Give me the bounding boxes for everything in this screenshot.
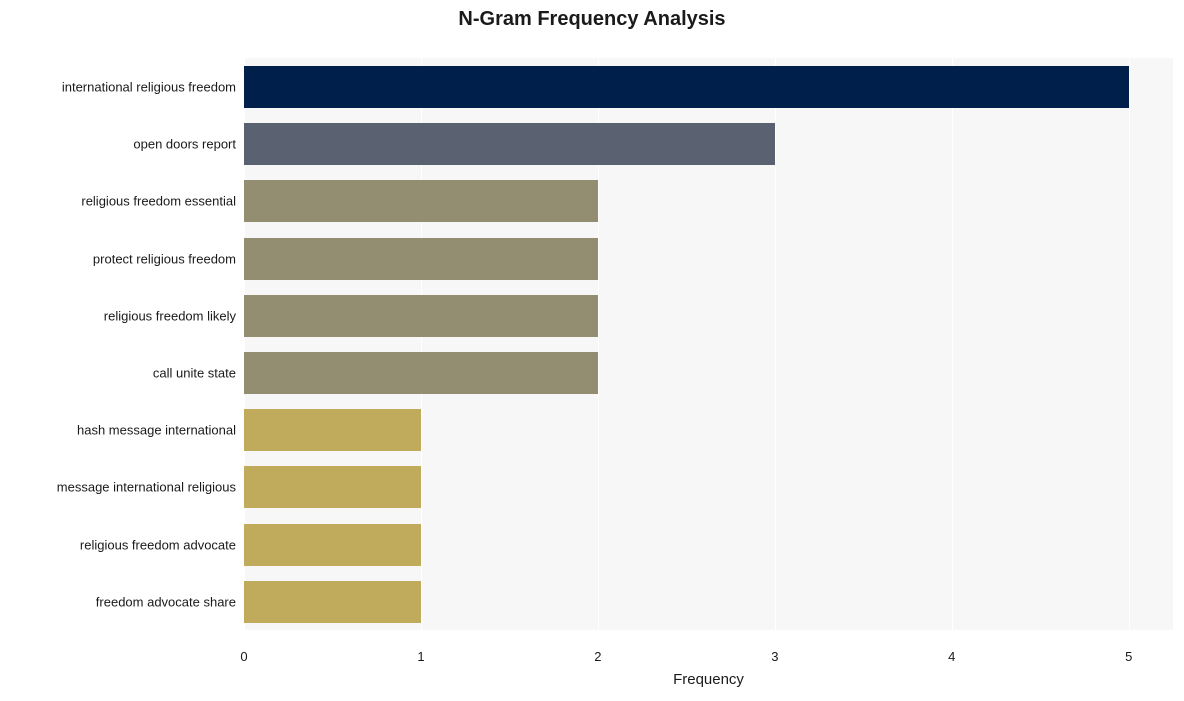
x-tick-label: 1	[417, 643, 424, 664]
gridline	[775, 36, 776, 643]
x-axis-label: Frequency	[244, 671, 1173, 688]
x-tick-label: 4	[948, 643, 955, 664]
y-tick-label: international religious freedom	[62, 80, 244, 95]
bar	[244, 66, 1129, 108]
gridline	[952, 36, 953, 643]
plot-area: international religious freedomopen door…	[244, 36, 1173, 643]
y-tick-label: freedom advocate share	[96, 594, 244, 609]
x-tick-label: 5	[1125, 643, 1132, 664]
x-tick-label: 3	[771, 643, 778, 664]
y-tick-label: religious freedom essential	[81, 194, 244, 209]
y-tick-label: call unite state	[153, 366, 244, 381]
y-tick-label: hash message international	[77, 423, 244, 438]
chart-container: N-Gram Frequency Analysis international …	[0, 0, 1184, 701]
gridline	[1129, 36, 1130, 643]
y-tick-label: message international religious	[57, 480, 244, 495]
y-tick-label: open doors report	[133, 137, 244, 152]
y-tick-label: religious freedom advocate	[80, 537, 244, 552]
chart-title: N-Gram Frequency Analysis	[0, 8, 1184, 31]
y-tick-label: protect religious freedom	[93, 251, 244, 266]
x-tick-label: 2	[594, 643, 601, 664]
bar	[244, 524, 421, 566]
bar	[244, 238, 598, 280]
bar	[244, 581, 421, 623]
bar	[244, 180, 598, 222]
y-tick-label: religious freedom likely	[104, 308, 244, 323]
bar	[244, 409, 421, 451]
bar	[244, 466, 421, 508]
bar	[244, 352, 598, 394]
x-tick-label: 0	[240, 643, 247, 664]
bar	[244, 123, 775, 165]
plot-panel: international religious freedomopen door…	[244, 36, 1173, 643]
bar	[244, 295, 598, 337]
